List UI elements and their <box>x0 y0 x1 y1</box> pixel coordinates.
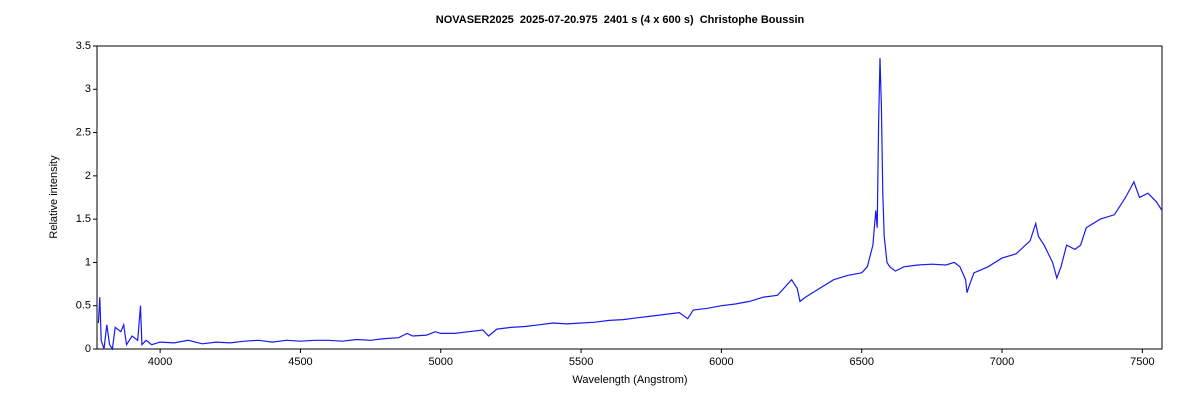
spectrum-line <box>97 58 1163 351</box>
x-tick-label: 5000 <box>429 356 453 368</box>
y-tick-label: 1 <box>85 256 91 268</box>
x-tick-label: 5500 <box>569 356 593 368</box>
y-tick-label: 0.5 <box>76 300 91 312</box>
x-tick-label: 4000 <box>148 356 172 368</box>
plot-frame <box>96 45 1163 350</box>
y-tick-label: 2 <box>85 170 91 182</box>
chart-title: NOVASER2025 2025-07-20.975 2401 s (4 x 6… <box>436 14 805 26</box>
y-tick-label: 0 <box>85 343 91 355</box>
x-tick-label: 6000 <box>709 356 733 368</box>
x-tick-label: 7000 <box>990 356 1014 368</box>
x-tick-label: 4500 <box>288 356 312 368</box>
y-tick-label: 3 <box>85 83 91 95</box>
x-tick-label: 6500 <box>849 356 873 368</box>
x-axis-label: Wavelength (Angstrom) <box>572 374 687 386</box>
y-tick-label: 3.5 <box>76 40 91 52</box>
y-tick-label: 2.5 <box>76 126 91 138</box>
x-tick-label: 7500 <box>1130 356 1154 368</box>
y-axis-label: Relative intensity <box>48 155 60 239</box>
y-tick-label: 1.5 <box>76 213 91 225</box>
